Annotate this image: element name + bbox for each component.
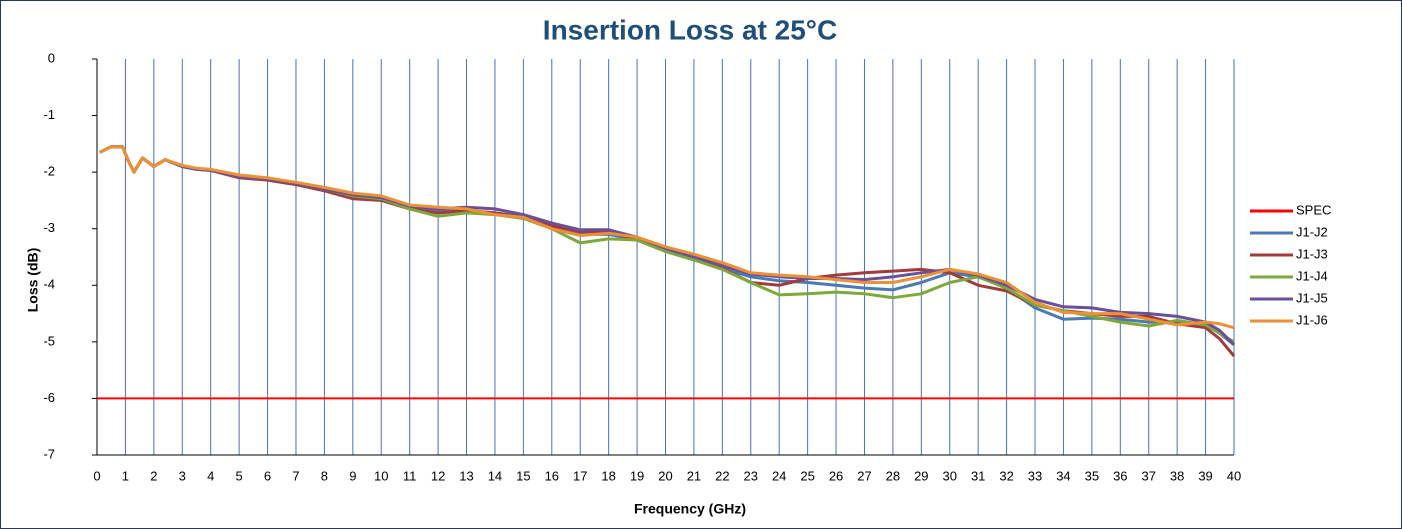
x-tick-label: 39: [1198, 468, 1212, 483]
x-tick-label: 7: [292, 468, 299, 483]
x-tick-label: 36: [1113, 468, 1127, 483]
y-tick-label: -2: [43, 164, 55, 179]
x-tick-label: 8: [321, 468, 328, 483]
x-tick-label: 1: [122, 468, 129, 483]
x-tick-label: 2: [150, 468, 157, 483]
x-tick-label: 23: [744, 468, 758, 483]
x-tick-label: 16: [545, 468, 559, 483]
x-tick-label: 17: [573, 468, 587, 483]
x-tick-label: 27: [857, 468, 871, 483]
x-tick-label: 37: [1141, 468, 1155, 483]
legend-label: SPEC: [1296, 202, 1331, 217]
x-tick-label: 32: [999, 468, 1013, 483]
x-tick-label: 31: [971, 468, 985, 483]
x-tick-label: 11: [403, 468, 417, 483]
x-tick-label: 12: [431, 468, 445, 483]
x-tick-label: 38: [1170, 468, 1184, 483]
x-tick-label: 35: [1085, 468, 1099, 483]
x-tick-label: 20: [658, 468, 672, 483]
legend-label: J1-J2: [1296, 224, 1328, 239]
x-tick-label: 21: [687, 468, 701, 483]
x-tick-label: 0: [93, 468, 100, 483]
y-tick-label: 0: [48, 50, 55, 65]
x-tick-label: 4: [207, 468, 214, 483]
x-tick-label: 19: [630, 468, 644, 483]
x-tick-label: 25: [800, 468, 814, 483]
y-axis-label: Loss (dB): [25, 248, 41, 313]
x-tick-label: 30: [943, 468, 957, 483]
x-tick-label: 26: [829, 468, 843, 483]
chart-title: Insertion Loss at 25°C: [543, 14, 837, 45]
legend-label: J1-J3: [1296, 246, 1328, 261]
y-tick-label: -6: [43, 390, 55, 405]
legend-label: J1-J5: [1296, 290, 1328, 305]
x-tick-label: 18: [601, 468, 615, 483]
x-tick-label: 14: [488, 468, 502, 483]
x-tick-label: 28: [886, 468, 900, 483]
y-tick-label: -3: [43, 220, 55, 235]
x-tick-label: 29: [914, 468, 928, 483]
x-axis-label: Frequency (GHz): [634, 501, 746, 517]
legend-label: J1-J4: [1296, 268, 1328, 283]
y-tick-label: -4: [43, 277, 55, 292]
series-line: [99, 145, 1235, 330]
legend-label: J1-J6: [1296, 312, 1328, 327]
x-tick-label: 33: [1028, 468, 1042, 483]
x-tick-label: 9: [349, 468, 356, 483]
x-tick-label: 22: [715, 468, 729, 483]
y-tick-label: -1: [43, 107, 55, 122]
x-tick-label: 3: [179, 468, 186, 483]
x-tick-label: 24: [772, 468, 786, 483]
y-tick-label: -5: [43, 333, 55, 348]
x-tick-label: 6: [264, 468, 271, 483]
x-tick-label: 15: [516, 468, 530, 483]
x-tick-label: 40: [1227, 468, 1241, 483]
x-tick-label: 13: [459, 468, 473, 483]
x-tick-label: 5: [236, 468, 243, 483]
x-tick-label: 10: [374, 468, 388, 483]
x-tick-label: 34: [1056, 468, 1070, 483]
y-tick-label: -7: [43, 446, 55, 461]
